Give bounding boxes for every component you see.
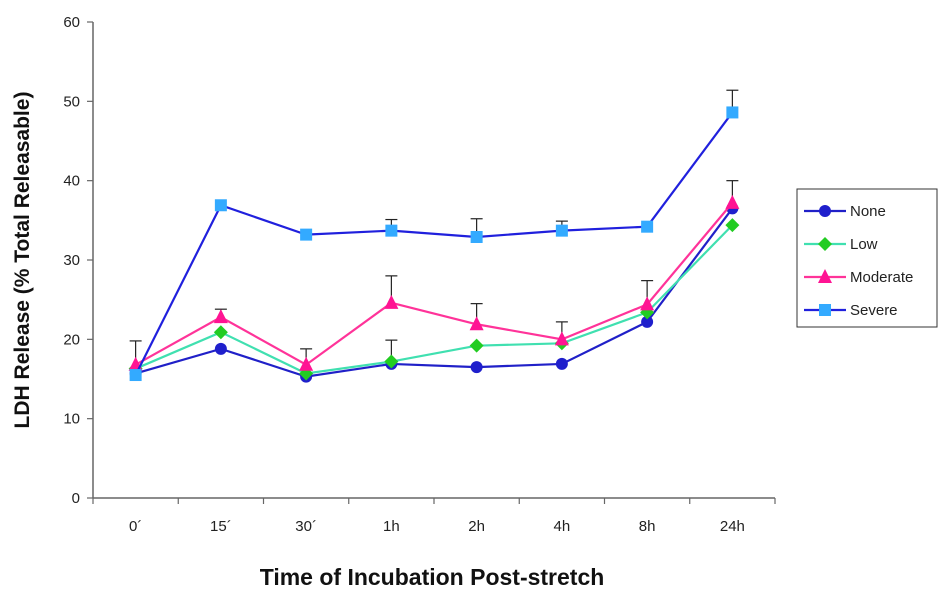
data-point bbox=[213, 325, 228, 340]
series-line bbox=[135, 224, 734, 375]
x-tick-label: 30´ bbox=[295, 518, 317, 535]
data-point bbox=[299, 356, 314, 371]
data-point bbox=[214, 199, 227, 212]
data-point bbox=[213, 309, 228, 324]
series-line bbox=[134, 111, 734, 376]
data-point bbox=[469, 316, 484, 331]
data-point bbox=[640, 296, 655, 311]
data-point bbox=[554, 331, 569, 346]
y-tick-label: 40 bbox=[63, 173, 80, 190]
x-tick-label: 1h bbox=[383, 518, 400, 535]
x-tick-label: 4h bbox=[554, 518, 571, 535]
legend-item: Moderate bbox=[804, 269, 913, 286]
x-tick-label: 15´ bbox=[210, 518, 232, 535]
x-tick-label: 8h bbox=[639, 518, 656, 535]
legend-marker bbox=[818, 269, 832, 283]
y-tick-label: 60 bbox=[63, 14, 80, 31]
y-axis-title: LDH Release (% Total Releasable) bbox=[11, 92, 34, 429]
data-point bbox=[129, 369, 142, 382]
data-point bbox=[470, 230, 483, 243]
data-point bbox=[725, 218, 740, 233]
legend-label: Moderate bbox=[850, 269, 913, 286]
series-severe bbox=[129, 89, 739, 382]
legend-marker bbox=[819, 304, 831, 316]
data-point bbox=[555, 357, 568, 370]
data-point bbox=[469, 338, 484, 353]
legend-marker bbox=[818, 237, 832, 251]
legend-item: None bbox=[804, 203, 886, 220]
x-ticks: 0´ 15´ 30´ 1h 2h 4h 8h 24h bbox=[92, 498, 776, 535]
legend-item: Severe bbox=[804, 302, 898, 319]
data-point bbox=[385, 224, 398, 237]
data-point bbox=[726, 106, 739, 119]
data-point bbox=[384, 294, 399, 309]
data-point bbox=[641, 220, 654, 233]
legend-marker bbox=[819, 205, 831, 217]
y-ticks: 0 10 20 30 40 50 60 bbox=[63, 14, 93, 507]
y-tick-label: 50 bbox=[63, 93, 80, 110]
x-tick-label: 0´ bbox=[129, 518, 142, 535]
y-tick-label: 30 bbox=[63, 252, 80, 269]
y-tick-label: 10 bbox=[63, 411, 80, 428]
data-point bbox=[384, 354, 399, 369]
series-moderate bbox=[128, 180, 740, 371]
series-low bbox=[128, 218, 740, 381]
legend-item: Low bbox=[804, 236, 878, 253]
data-point bbox=[300, 228, 313, 241]
legend-label: None bbox=[850, 203, 886, 220]
axes bbox=[92, 22, 775, 499]
series-layer bbox=[128, 89, 740, 383]
data-point bbox=[214, 342, 227, 355]
x-tick-label: 24h bbox=[720, 518, 745, 535]
legend-label: Severe bbox=[850, 302, 898, 319]
x-axis-title: Time of Incubation Post-stretch bbox=[260, 564, 605, 590]
legend: None Low Moderate Severe bbox=[796, 188, 938, 328]
data-point bbox=[641, 315, 654, 328]
data-point bbox=[555, 224, 568, 237]
series-line bbox=[135, 207, 734, 378]
x-tick-label: 2h bbox=[468, 518, 485, 535]
y-tick-label: 0 bbox=[72, 490, 80, 507]
y-tick-label: 20 bbox=[63, 331, 80, 348]
data-point bbox=[725, 194, 740, 209]
legend-label: Low bbox=[850, 236, 878, 253]
series-line bbox=[135, 202, 734, 367]
data-point bbox=[470, 361, 483, 374]
